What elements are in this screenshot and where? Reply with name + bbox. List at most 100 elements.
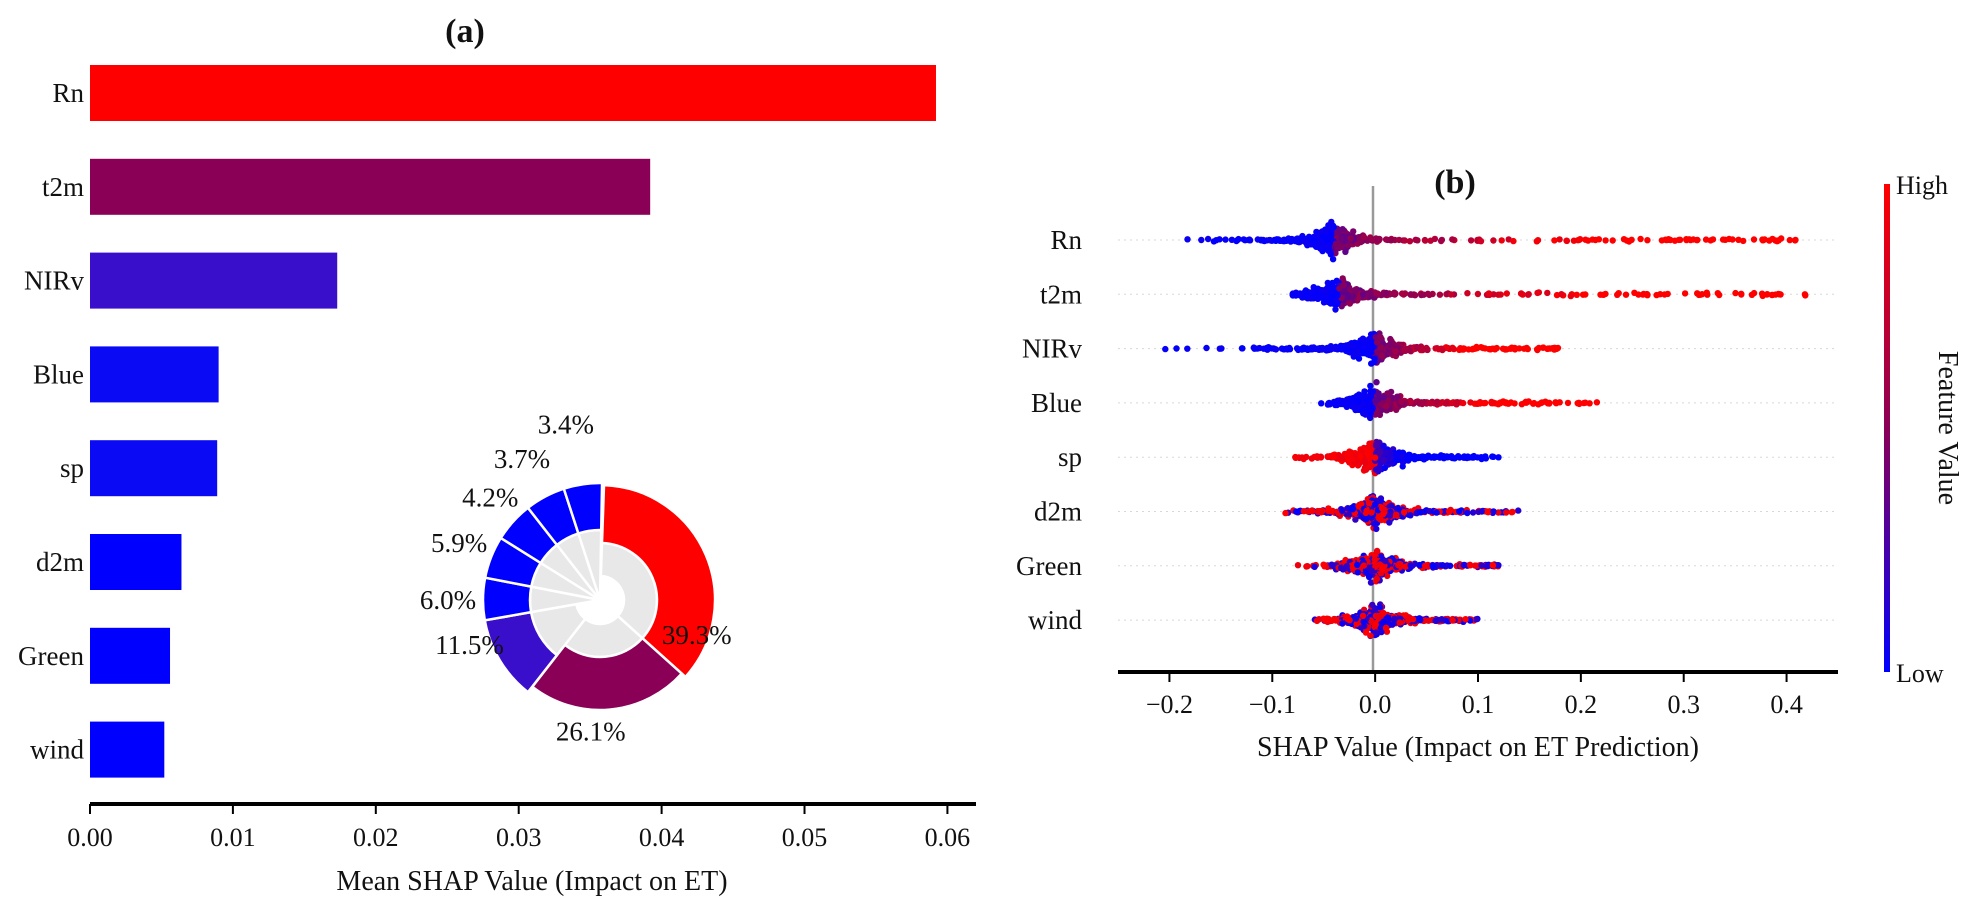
shap-point — [1349, 506, 1356, 513]
shap-point — [1343, 613, 1351, 620]
shap-point — [1478, 508, 1485, 515]
panel-a-label: (a) — [445, 13, 485, 50]
shap-point — [1576, 236, 1584, 243]
shap-point — [1502, 399, 1510, 406]
shap-point — [1380, 618, 1387, 625]
shap-point — [1364, 449, 1371, 457]
shap-point — [1272, 346, 1280, 353]
shap-point — [1401, 290, 1409, 297]
shap-point — [1344, 291, 1351, 299]
beeswarm-label-d2m: d2m — [1034, 497, 1082, 527]
shap-point — [1362, 457, 1369, 464]
shap-point — [1278, 345, 1286, 352]
shap-point — [1482, 453, 1489, 460]
shap-point — [1346, 341, 1353, 348]
shap-point — [1339, 620, 1346, 627]
shap-point — [1362, 466, 1370, 473]
shap-point — [1464, 509, 1471, 517]
shap-point — [1534, 289, 1541, 297]
shap-point — [1203, 344, 1210, 352]
shap-point — [1593, 399, 1601, 406]
shap-point — [1266, 236, 1273, 244]
shap-point — [1318, 400, 1325, 407]
bar-rn — [90, 65, 936, 121]
shap-point — [1360, 618, 1367, 625]
shap-point — [1355, 355, 1363, 362]
panel-b: (b) Rn t2m NIRv Blue sp d2m Green wind −0.2 −0.1… — [1016, 164, 1963, 763]
shap-point — [1495, 454, 1502, 461]
shap-point — [1357, 238, 1364, 246]
shap-point — [1407, 512, 1414, 519]
shap-point — [1442, 400, 1450, 407]
x-tick-label: 0.2 — [1565, 690, 1598, 719]
shap-point — [1368, 509, 1375, 516]
shap-point — [1325, 400, 1332, 407]
shap-point — [1364, 404, 1372, 412]
shap-point — [1509, 508, 1516, 516]
shap-point — [1423, 454, 1430, 462]
shap-point — [1322, 345, 1330, 352]
inset-slice-t2m: 26.1% — [530, 614, 684, 747]
shap-point — [1377, 344, 1385, 351]
shap-point — [1373, 339, 1381, 346]
shap-point — [1377, 334, 1384, 341]
shap-point — [1472, 616, 1480, 623]
shap-point — [1372, 334, 1380, 341]
inset-slice-rn: 39.3% — [599, 483, 732, 679]
inset-percent-label: 11.5% — [435, 630, 504, 660]
shap-point — [1320, 233, 1327, 240]
shap-point — [1786, 236, 1794, 244]
shap-point — [1258, 237, 1265, 244]
shap-point — [1399, 453, 1406, 460]
shap-point — [1314, 508, 1322, 516]
shap-point — [1352, 404, 1359, 411]
shap-point — [1337, 564, 1345, 571]
beeswarm-label-nirv: NIRv — [1022, 334, 1082, 364]
shap-point — [1524, 291, 1532, 298]
shap-point — [1702, 236, 1710, 243]
shap-point — [1314, 345, 1321, 352]
shap-point — [1405, 617, 1412, 624]
x-tick-label: 0.0 — [1359, 690, 1392, 719]
shap-point — [1303, 453, 1310, 461]
shap-point — [1430, 454, 1438, 461]
shap-point — [1367, 632, 1374, 639]
panel-b-x-axis-title: SHAP Value (Impact on ET Prediction) — [1257, 732, 1699, 763]
shap-point — [1375, 235, 1383, 243]
shap-point — [1732, 289, 1739, 297]
shap-point — [1377, 603, 1384, 611]
shap-point — [1316, 290, 1324, 298]
shap-point — [1663, 236, 1670, 244]
shap-point — [1360, 291, 1367, 298]
shap-point — [1386, 511, 1394, 518]
category-label-nirv: NIRv — [24, 266, 84, 296]
shap-point — [1216, 345, 1224, 352]
shap-point — [1452, 399, 1459, 407]
bar-green — [90, 627, 171, 684]
shap-point — [1523, 344, 1530, 352]
shap-point — [1373, 575, 1380, 583]
shap-point — [1564, 399, 1572, 407]
shap-point — [1433, 509, 1440, 516]
shap-point — [1327, 300, 1334, 307]
category-label-wind: wind — [30, 735, 85, 765]
shap-point — [1535, 401, 1542, 408]
shap-point — [1382, 236, 1390, 243]
shap-point — [1570, 237, 1578, 244]
shap-point — [1759, 237, 1767, 244]
shap-point — [1469, 509, 1477, 516]
shap-point — [1354, 561, 1361, 569]
shap-point — [1563, 237, 1571, 245]
shap-point — [1385, 397, 1392, 404]
shap-point — [1383, 449, 1390, 457]
shap-point — [1558, 291, 1565, 298]
shap-point — [1769, 291, 1776, 299]
shap-point — [1371, 355, 1378, 362]
beeswarm-label-blue: Blue — [1031, 388, 1082, 418]
shap-point — [1462, 454, 1469, 461]
shap-point — [1282, 509, 1289, 517]
shap-point — [1376, 448, 1384, 456]
shap-point — [1357, 446, 1364, 453]
shap-point — [1546, 399, 1553, 406]
inset-outer-bar — [600, 483, 717, 679]
